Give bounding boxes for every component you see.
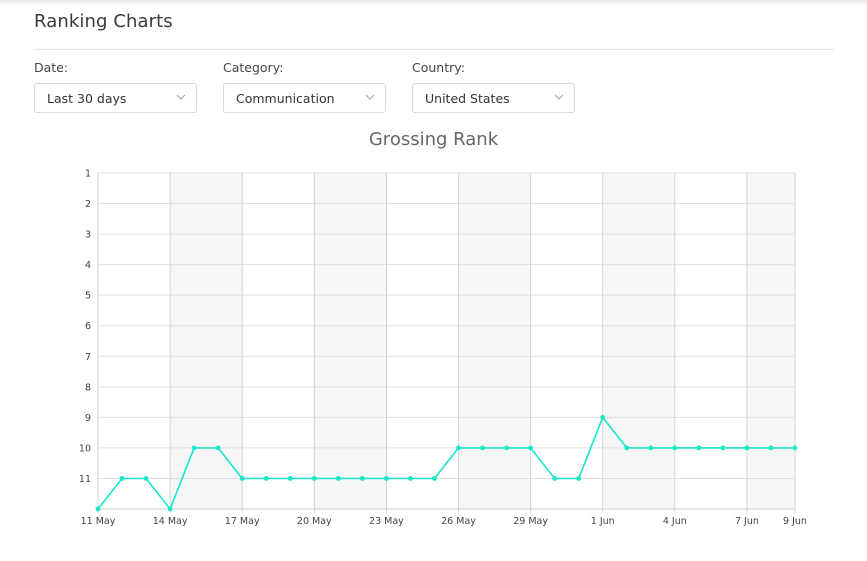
y-tick-label: 1 xyxy=(85,169,91,180)
date-label: Date: xyxy=(34,60,69,75)
data-point xyxy=(263,476,269,481)
data-point xyxy=(239,476,245,481)
country-label: Country: xyxy=(412,60,465,75)
data-point xyxy=(600,414,606,420)
country-select[interactable]: United States xyxy=(412,83,575,113)
x-tick-label: 7 Jun xyxy=(735,516,759,527)
data-point xyxy=(528,445,534,451)
data-point xyxy=(432,476,437,481)
data-point xyxy=(95,506,101,512)
series-line xyxy=(97,415,795,511)
week-band xyxy=(458,173,531,509)
week-band xyxy=(170,173,243,509)
category-label: Category: xyxy=(223,60,284,75)
y-tick-label: 10 xyxy=(79,443,91,454)
x-tick-label: 23 May xyxy=(369,516,404,527)
chevron-down-icon xyxy=(176,94,186,100)
page-title: Ranking Charts xyxy=(34,11,173,32)
data-point xyxy=(119,476,125,481)
data-point xyxy=(744,445,750,451)
data-point xyxy=(335,476,341,481)
data-point xyxy=(504,445,509,451)
date-select-value: Last 30 days xyxy=(47,91,127,106)
data-point xyxy=(311,476,317,481)
data-point xyxy=(215,445,221,451)
data-point xyxy=(408,476,413,481)
y-tick-label: 4 xyxy=(85,260,91,271)
y-tick-label: 6 xyxy=(85,321,91,332)
x-tick-label: 29 May xyxy=(513,516,548,527)
y-tick-label: 2 xyxy=(85,199,91,210)
x-tick-label: 4 Jun xyxy=(663,516,687,527)
category-select-value: Communication xyxy=(236,91,335,106)
country-select-value: United States xyxy=(425,91,510,106)
data-point xyxy=(696,445,702,451)
x-tick-label: 9 Jun xyxy=(783,516,807,527)
data-point xyxy=(624,445,630,451)
data-point xyxy=(287,476,293,481)
x-tick-label: 17 May xyxy=(225,516,260,527)
x-tick-label: 1 Jun xyxy=(591,516,615,527)
week-band xyxy=(602,173,675,509)
data-point xyxy=(720,445,726,451)
data-point xyxy=(792,445,798,451)
chart-title: Grossing Rank xyxy=(368,129,499,150)
y-tick-label: 3 xyxy=(85,230,91,241)
chevron-down-icon xyxy=(365,94,375,100)
category-select[interactable]: Communication xyxy=(223,83,386,113)
x-tick-label: 14 May xyxy=(153,516,188,527)
week-band xyxy=(314,173,387,509)
data-point xyxy=(480,445,485,451)
data-point xyxy=(576,476,582,481)
data-point xyxy=(143,476,149,481)
y-tick-label: 9 xyxy=(85,413,91,424)
week-band xyxy=(746,173,795,509)
y-tick-label: 11 xyxy=(79,474,91,485)
data-point xyxy=(552,476,558,481)
y-tick-label: 7 xyxy=(85,352,91,363)
data-point xyxy=(456,445,461,451)
data-point xyxy=(648,445,654,451)
data-point xyxy=(191,445,197,451)
top-shadow xyxy=(0,0,867,6)
data-point xyxy=(768,445,774,451)
data-point xyxy=(359,476,365,481)
y-tick-label: 8 xyxy=(85,382,91,393)
x-tick-label: 20 May xyxy=(297,516,332,527)
chevron-down-icon xyxy=(554,94,564,100)
data-point xyxy=(167,506,173,512)
header-divider xyxy=(34,49,834,50)
x-tick-label: 11 May xyxy=(81,516,116,527)
date-select[interactable]: Last 30 days xyxy=(34,83,197,113)
y-tick-label: 5 xyxy=(85,291,91,302)
data-point xyxy=(672,445,678,451)
data-point xyxy=(384,476,389,481)
x-tick-label: 26 May xyxy=(441,516,476,527)
